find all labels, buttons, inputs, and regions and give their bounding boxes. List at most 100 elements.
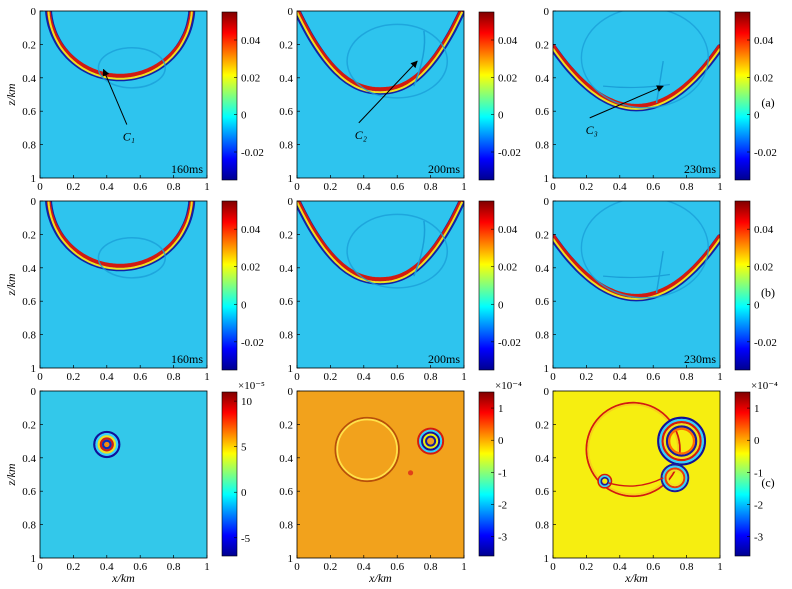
row-label: (c)	[761, 476, 774, 490]
z-tick-label: 0.4	[535, 73, 549, 85]
panel-background	[40, 391, 207, 558]
colorbar	[221, 391, 238, 557]
colorbar	[734, 391, 751, 557]
panel-2-2: 0 0.2 0.4 0.6 0.8 100.20.40.60.81x/km10-1-2-3…	[535, 380, 778, 585]
colorbar-tick-label: 0	[241, 487, 247, 499]
z-tick-label: 0	[544, 6, 550, 18]
source-ring	[99, 437, 114, 452]
x-tick-label: 0.8	[680, 371, 694, 383]
panel-background	[553, 11, 720, 178]
annotation-arrow	[358, 60, 418, 124]
colorbar-tick-label: 0.04	[754, 35, 774, 47]
x-axis-label: x/km	[624, 571, 648, 585]
colorbar	[734, 11, 751, 181]
x-tick-label: 1	[717, 371, 723, 383]
scattered-wave	[580, 11, 709, 109]
scattered-wave	[655, 60, 664, 103]
x-tick-label: 1	[717, 181, 723, 193]
z-axis-label: z/km	[4, 273, 18, 296]
colorbar	[221, 11, 238, 181]
z-tick-label: 0.2	[22, 39, 36, 51]
colorbar-tick-label: 0.04	[498, 224, 518, 236]
x-tick-label: 0	[550, 371, 556, 383]
x-tick-label: 0.2	[67, 181, 81, 193]
x-tick-label: 0.6	[390, 181, 404, 193]
z-tick-label: 1	[544, 363, 550, 375]
x-tick-label: 0.6	[133, 371, 147, 383]
time-label: 200ms	[428, 162, 460, 176]
colorbar-tick-label: 0	[498, 110, 504, 122]
time-label: 160ms	[171, 352, 203, 366]
z-axis-label: z/km	[4, 463, 18, 486]
panel-0-2: 0 0.2 0.4 0.6 0.8 100.20.40.60.81230msC₃0.040…	[535, 6, 777, 193]
x-tick-label: 0	[294, 181, 300, 193]
time-label: 200ms	[428, 352, 460, 366]
x-tick-label: 0	[37, 371, 43, 383]
wavefront-band	[297, 201, 464, 282]
z-tick-label: 0.2	[22, 229, 36, 241]
colorbar-exponent: ×10⁻⁴	[751, 380, 778, 392]
z-tick-label: 0.2	[535, 229, 549, 241]
wavefront-band	[553, 238, 720, 300]
z-tick-label: 0.4	[22, 73, 36, 85]
panel-frame	[552, 10, 721, 179]
colorbar-tick-label: -3	[754, 532, 764, 544]
panel-content	[297, 201, 464, 289]
colorbar-tick-label: 10	[241, 396, 253, 408]
x-tick-label: 0.2	[324, 561, 338, 573]
z-tick-label: 0	[288, 386, 294, 398]
source-ring	[97, 435, 117, 454]
scattered-ring	[585, 401, 681, 498]
x-tick-label: 0.4	[613, 371, 627, 383]
colorbar-tick-label: 0	[754, 299, 760, 311]
x-tick-label: 0.8	[680, 561, 694, 573]
colorbar-exponent: ×10⁻⁵	[238, 380, 265, 392]
z-tick-label: 0.8	[279, 140, 293, 152]
source-ring	[668, 427, 696, 455]
source-ring	[600, 476, 610, 486]
x-tick-label: 0.2	[324, 371, 338, 383]
colorbar-tick-label: 0	[241, 110, 247, 122]
z-tick-label: 0	[544, 196, 550, 208]
scattered-wave	[655, 250, 664, 293]
wavefront-band	[47, 11, 193, 80]
z-tick-label: 0.8	[535, 520, 549, 532]
x-axis-label: x/km	[368, 571, 392, 585]
annotation-label: C₁	[123, 130, 135, 144]
z-tick-label: 0.6	[22, 486, 36, 498]
colorbar	[478, 200, 495, 371]
panel-background	[553, 201, 720, 368]
colorbar	[221, 200, 238, 371]
colorbar-tick-label: -5	[241, 533, 251, 545]
z-tick-label: 0.8	[535, 330, 549, 342]
z-tick-label: 0	[31, 196, 37, 208]
z-tick-label: 0.6	[279, 106, 293, 118]
scattered-wave	[603, 83, 670, 89]
wavefront-band	[46, 201, 194, 268]
source-ring	[95, 433, 119, 456]
z-tick-label: 1	[31, 173, 37, 185]
z-tick-label: 0.2	[279, 229, 293, 241]
x-tick-label: 0.6	[646, 561, 660, 573]
z-tick-label: 0.4	[22, 263, 36, 275]
panel-1-2: 0 0.2 0.4 0.6 0.8 100.20.40.60.81230ms0.040.0…	[535, 196, 777, 383]
scattered-wave	[607, 477, 664, 487]
scattered-wave	[580, 201, 709, 299]
z-tick-label: 0.4	[22, 453, 36, 465]
x-tick-label: 0.2	[580, 561, 594, 573]
z-tick-label: 1	[31, 363, 37, 375]
z-tick-label: 0.8	[22, 140, 36, 152]
z-tick-label: 0.4	[535, 453, 549, 465]
z-tick-label: 0.2	[22, 419, 36, 431]
wavefront-band	[553, 48, 720, 110]
scattered-ring	[587, 403, 680, 496]
x-axis-label: x/km	[111, 571, 135, 585]
x-tick-label: 0	[294, 561, 300, 573]
z-tick-label: 0.6	[22, 296, 36, 308]
x-tick-label: 0	[550, 561, 556, 573]
colorbar-tick-label: 1	[754, 403, 760, 415]
colorbar-tick-label: -2	[754, 500, 763, 512]
z-tick-label: 0	[288, 6, 294, 18]
source-ring	[421, 431, 441, 451]
